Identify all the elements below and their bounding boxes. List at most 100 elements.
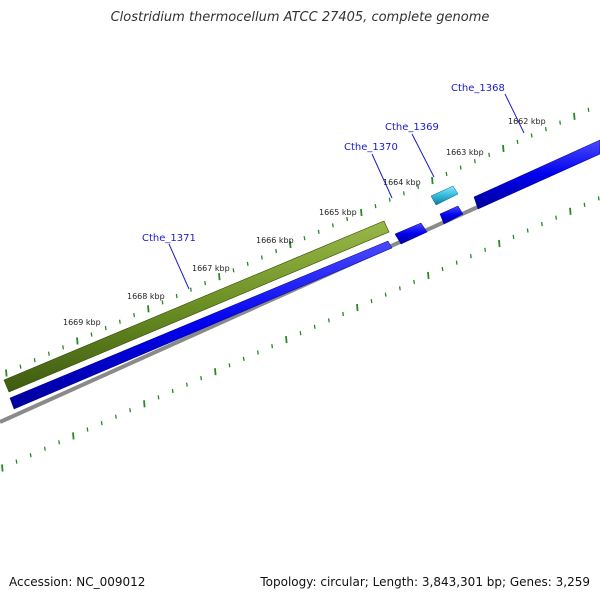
inner-tick-mark-39 — [555, 215, 558, 220]
outer-tick-mark-16 — [232, 268, 235, 273]
inner-tick-mark-35 — [498, 239, 501, 247]
outer-tick-mark-9 — [133, 313, 136, 318]
inner-tick-mark-14 — [200, 376, 203, 381]
kbp-label-1669: 1669 kbp — [63, 318, 101, 327]
outer-tick-mark-11 — [161, 300, 164, 305]
inner-tick-mark-29 — [413, 279, 416, 284]
genome-summary-text: Topology: circular; Length: 3,843,301 bp… — [260, 575, 590, 589]
outer-tick-mark-5 — [76, 337, 79, 345]
outer-tick-row — [5, 107, 590, 377]
kbp-label-1662: 1662 kbp — [508, 117, 546, 126]
outer-tick-mark-18 — [260, 255, 263, 260]
gene-label-leader-cthe-1371 — [168, 243, 190, 290]
inner-tick-mark-19 — [271, 344, 274, 349]
inner-tick-mark-11 — [157, 395, 160, 400]
gene-label-leader-cthe-1369 — [411, 133, 435, 178]
inner-tick-mark-8 — [114, 414, 117, 419]
outer-tick-mark-24 — [346, 216, 349, 222]
inner-tick-mark-30 — [427, 271, 430, 279]
inner-tick-mark-6 — [86, 427, 89, 432]
outer-tick-mark-10 — [147, 305, 150, 313]
outer-tick-mark-8 — [118, 319, 121, 324]
outer-tick-mark-41 — [587, 107, 590, 112]
inner-tick-mark-26 — [370, 299, 373, 304]
inner-tick-mark-18 — [256, 350, 259, 355]
outer-tick-mark-31 — [445, 171, 448, 177]
inner-tick-mark-41 — [583, 202, 586, 207]
outer-tick-mark-3 — [47, 351, 50, 356]
inner-tick-mark-25 — [356, 303, 359, 312]
inner-tick-mark-2 — [29, 453, 32, 458]
forward-gene-feature-cthe-1370[interactable] — [394, 222, 428, 245]
outer-tick-mark-30 — [431, 176, 434, 184]
inner-tick-mark-12 — [171, 388, 174, 394]
inner-tick-mark-33 — [469, 254, 472, 259]
inner-tick-mark-3 — [43, 446, 46, 451]
outer-tick-mark-39 — [559, 120, 562, 125]
inner-tick-mark-37 — [526, 228, 529, 233]
inner-tick-row — [1, 196, 600, 472]
outer-tick-mark-34 — [488, 152, 491, 157]
outer-tick-mark-22 — [317, 229, 320, 234]
outer-tick-mark-26 — [374, 204, 377, 209]
inner-tick-mark-4 — [58, 440, 61, 445]
gene-label-cthe-1371[interactable]: Cthe_1371 — [142, 233, 196, 244]
gene-label-leader-cthe-1370 — [371, 153, 393, 199]
outer-tick-mark-13 — [189, 287, 192, 292]
outer-tick-mark-32 — [459, 165, 462, 170]
inner-tick-mark-1 — [15, 459, 18, 464]
kbp-label-1664: 1664 kbp — [383, 178, 421, 187]
inner-tick-mark-20 — [285, 336, 288, 344]
inner-tick-mark-28 — [398, 286, 401, 291]
outer-tick-mark-6 — [90, 332, 93, 337]
gene-label-cthe-1369[interactable]: Cthe_1369 — [385, 122, 439, 133]
inner-tick-mark-13 — [185, 382, 188, 387]
outer-tick-mark-36 — [516, 139, 519, 144]
outer-tick-mark-20 — [289, 241, 292, 249]
highlight-gene-feature[interactable] — [430, 185, 459, 206]
outer-tick-mark-25 — [360, 208, 363, 217]
inner-tick-mark-27 — [384, 292, 387, 297]
outer-tick-mark-1 — [19, 364, 22, 369]
outer-tick-mark-12 — [175, 293, 178, 299]
outer-tick-mark-33 — [473, 159, 476, 164]
inner-tick-mark-16 — [228, 363, 231, 368]
reverse-gene-feature-cthe-1371[interactable] — [3, 220, 390, 393]
inner-tick-mark-40 — [569, 207, 572, 215]
inner-tick-mark-31 — [441, 266, 444, 272]
inner-tick-mark-38 — [540, 222, 543, 227]
outer-tick-mark-4 — [62, 345, 65, 350]
outer-tick-mark-35 — [502, 144, 505, 152]
outer-tick-mark-37 — [530, 133, 533, 138]
outer-tick-mark-28 — [402, 191, 405, 196]
kbp-label-1663: 1663 kbp — [446, 148, 484, 157]
outer-tick-mark-17 — [246, 261, 249, 266]
gene-label-cthe-1368[interactable]: Cthe_1368 — [451, 83, 505, 94]
outer-tick-mark-14 — [204, 281, 207, 286]
forward-gene-feature-cthe-1371-region[interactable] — [9, 240, 393, 410]
inner-tick-mark-34 — [484, 247, 487, 252]
inner-tick-mark-5 — [72, 432, 75, 440]
inner-tick-mark-7 — [100, 421, 103, 426]
inner-tick-mark-10 — [143, 400, 146, 408]
gene-label-leader-cthe-1368 — [504, 93, 525, 134]
inner-tick-mark-0 — [1, 464, 4, 472]
accession-text: Accession: NC_009012 — [9, 575, 146, 589]
inner-tick-mark-32 — [455, 260, 458, 265]
inner-tick-mark-21 — [299, 331, 302, 336]
outer-tick-mark-38 — [544, 127, 547, 132]
forward-gene-feature-cthe-1368[interactable] — [473, 139, 600, 210]
kbp-label-1667: 1667 kbp — [192, 264, 230, 273]
outer-tick-mark-2 — [33, 358, 36, 363]
inner-tick-mark-22 — [313, 324, 316, 329]
inner-tick-mark-24 — [342, 311, 345, 317]
inner-tick-mark-23 — [327, 318, 330, 323]
forward-gene-feature-cthe-1369[interactable] — [439, 205, 464, 225]
kbp-label-1665: 1665 kbp — [319, 208, 357, 217]
genome-title: Clostridium thermocellum ATCC 27405, com… — [110, 10, 490, 25]
outer-tick-mark-0 — [5, 369, 8, 377]
gene-label-cthe-1370[interactable]: Cthe_1370 — [344, 142, 398, 153]
inner-tick-mark-17 — [242, 356, 245, 361]
